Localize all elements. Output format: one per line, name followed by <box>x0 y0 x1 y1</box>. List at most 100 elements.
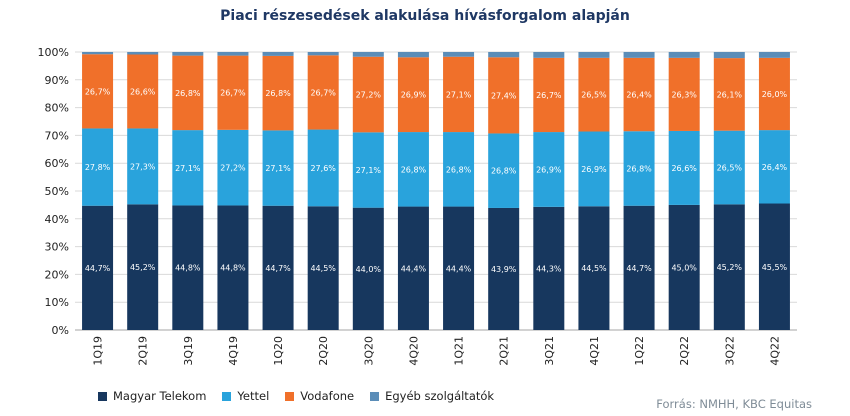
data-label: 27,8% <box>85 163 111 172</box>
bar-segment <box>307 52 339 56</box>
y-tick-label: 80% <box>45 102 69 115</box>
x-tick-label: 2Q20 <box>317 336 330 366</box>
bar-segment <box>533 57 565 133</box>
y-tick-label: 90% <box>45 74 69 87</box>
x-tick-label: 1Q21 <box>453 336 466 366</box>
bar-segment <box>668 130 700 205</box>
legend-label-yettel: Yettel <box>237 389 270 403</box>
bar-segment <box>533 52 565 58</box>
bar-segment <box>623 57 655 132</box>
data-label: 45,0% <box>671 263 697 272</box>
data-label: 45,2% <box>717 263 743 272</box>
x-tick-label: 4Q20 <box>407 336 420 366</box>
bar-segment <box>443 132 475 207</box>
bar-segment <box>578 206 610 330</box>
data-label: 27,1% <box>265 164 291 173</box>
bar-segment <box>488 133 520 208</box>
bar-segment <box>172 130 204 206</box>
data-label: 27,6% <box>310 164 336 173</box>
legend-item-yettel: Yettel <box>222 389 269 403</box>
bar-segment <box>758 203 790 330</box>
bar-segment <box>758 57 790 131</box>
data-label: 27,1% <box>175 164 201 173</box>
y-tick-label: 100% <box>38 46 69 59</box>
data-label: 26,8% <box>401 165 427 174</box>
data-label: 44,8% <box>175 264 201 273</box>
bar-segment <box>758 130 790 204</box>
bar-segment <box>397 52 429 58</box>
data-label: 44,5% <box>310 264 336 273</box>
bar-segment <box>713 130 745 205</box>
bar-segment <box>623 52 655 58</box>
data-label: 26,4% <box>762 163 788 172</box>
data-label: 26,7% <box>310 88 336 97</box>
data-label: 26,8% <box>175 89 201 98</box>
data-label: 26,9% <box>536 165 562 174</box>
bar-segment <box>488 52 520 58</box>
data-label: 26,6% <box>671 164 697 173</box>
bar-segment <box>397 132 429 207</box>
source-note: Forrás: NMHH, KBC Equitas <box>656 397 812 411</box>
bar-segment <box>307 129 339 207</box>
bar-segment <box>82 205 114 330</box>
data-label: 44,0% <box>356 265 382 274</box>
x-tick-label: 3Q22 <box>723 336 736 366</box>
y-tick-label: 0% <box>52 324 69 337</box>
bar-segment <box>217 129 249 206</box>
data-label: 26,0% <box>762 90 788 99</box>
bar-segment <box>623 131 655 206</box>
y-tick-label: 30% <box>45 241 69 254</box>
bar-segment <box>397 206 429 330</box>
data-label: 26,5% <box>581 91 607 100</box>
data-label: 26,7% <box>220 89 246 98</box>
y-tick-label: 20% <box>45 268 69 281</box>
data-label: 44,4% <box>446 264 472 273</box>
data-label: 44,8% <box>220 264 246 273</box>
data-label: 27,2% <box>356 91 382 100</box>
y-tick-label: 50% <box>45 185 69 198</box>
legend-item-egyeb: Egyéb szolgáltatók <box>370 389 494 403</box>
y-tick-label: 70% <box>45 129 69 142</box>
data-label: 26,5% <box>717 164 743 173</box>
bar-segment <box>127 52 159 55</box>
data-label: 26,8% <box>265 89 291 98</box>
bar-segment <box>172 52 204 56</box>
bar-segment <box>307 55 339 130</box>
data-label: 26,8% <box>491 167 517 176</box>
x-tick-label: 4Q21 <box>588 336 601 366</box>
bar-segment <box>217 52 249 56</box>
bar-segment <box>488 207 520 330</box>
chart-title: Piaci részesedések alakulása hívásforgal… <box>220 8 630 24</box>
bar-segment <box>172 205 204 330</box>
bar-segment <box>578 52 610 58</box>
bar-segment <box>217 55 249 130</box>
legend-label-magyar-telekom: Magyar Telekom <box>113 389 207 403</box>
y-tick-label: 10% <box>45 296 69 309</box>
bar-segment <box>127 54 159 129</box>
data-label: 45,2% <box>130 263 156 272</box>
y-tick-label: 40% <box>45 213 69 226</box>
legend-swatch-magyar-telekom <box>98 391 107 401</box>
data-label: 26,7% <box>536 91 562 100</box>
legend-swatch-egyeb <box>370 391 380 401</box>
data-label: 44,7% <box>85 264 111 273</box>
data-label: 26,9% <box>581 165 607 174</box>
bar-segment <box>668 204 700 330</box>
x-tick-label: 1Q20 <box>272 336 285 366</box>
data-label: 26,3% <box>671 90 697 99</box>
data-label: 26,8% <box>446 165 472 174</box>
bar-segment <box>352 132 384 208</box>
bar-segment <box>127 204 159 330</box>
data-label: 44,4% <box>401 264 427 273</box>
data-label: 26,8% <box>626 164 652 173</box>
legend-item-vodafone: Vodafone <box>285 389 354 403</box>
x-tick-label: 1Q19 <box>92 336 105 366</box>
data-label: 26,1% <box>717 90 743 99</box>
data-label: 26,4% <box>626 91 652 100</box>
bar-segment <box>307 206 339 330</box>
bar-segment <box>713 52 745 59</box>
data-label: 27,2% <box>220 164 246 173</box>
legend-label-egyeb: Egyéb szolgáltatók <box>385 389 495 403</box>
data-label: 45,5% <box>762 263 788 272</box>
bar-segment <box>758 52 790 58</box>
